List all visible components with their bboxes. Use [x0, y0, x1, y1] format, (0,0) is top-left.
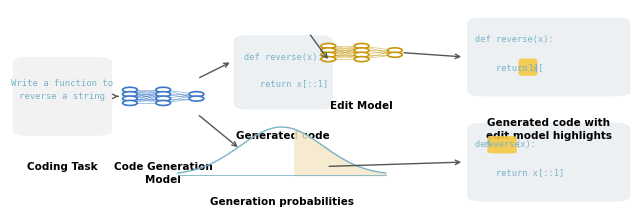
Circle shape — [321, 43, 335, 48]
Circle shape — [156, 92, 170, 97]
Text: Code Generation
Model: Code Generation Model — [114, 162, 212, 185]
Circle shape — [388, 52, 403, 57]
FancyBboxPatch shape — [518, 58, 538, 76]
Text: Write a function to
reverse a string: Write a function to reverse a string — [12, 79, 113, 101]
FancyBboxPatch shape — [467, 18, 630, 96]
Text: (x):: (x): — [515, 140, 536, 149]
Circle shape — [123, 96, 138, 101]
Text: def reverse(x):: def reverse(x): — [475, 35, 554, 44]
Circle shape — [156, 100, 170, 106]
Circle shape — [355, 43, 369, 48]
Circle shape — [355, 48, 369, 53]
FancyBboxPatch shape — [488, 136, 516, 153]
Text: Generated code: Generated code — [236, 131, 330, 141]
Circle shape — [321, 48, 335, 53]
FancyBboxPatch shape — [467, 123, 630, 201]
Circle shape — [355, 52, 369, 57]
Circle shape — [321, 52, 335, 57]
Text: return x[::1]: return x[::1] — [239, 79, 328, 88]
Text: def: def — [475, 140, 496, 149]
Circle shape — [189, 96, 204, 101]
Circle shape — [156, 87, 170, 92]
Text: Generation probabilities: Generation probabilities — [210, 197, 354, 207]
Circle shape — [355, 57, 369, 62]
Text: reverse: reverse — [484, 140, 520, 149]
Text: def reverse(x):: def reverse(x): — [244, 53, 323, 62]
Text: Edit Model: Edit Model — [330, 101, 393, 111]
Circle shape — [321, 57, 335, 62]
Circle shape — [388, 48, 403, 53]
Text: return x[: return x[ — [475, 63, 543, 72]
FancyBboxPatch shape — [234, 35, 333, 110]
Circle shape — [123, 92, 138, 97]
Circle shape — [156, 96, 170, 101]
Text: Coding Task: Coding Task — [27, 162, 98, 172]
Text: Generated code with
edit model highlights: Generated code with edit model highlight… — [486, 118, 612, 141]
Circle shape — [189, 92, 204, 97]
Circle shape — [123, 100, 138, 106]
Text: return x[::1]: return x[::1] — [475, 168, 564, 177]
FancyBboxPatch shape — [13, 57, 112, 136]
Circle shape — [123, 87, 138, 92]
Text: ::1]: ::1] — [518, 63, 538, 72]
